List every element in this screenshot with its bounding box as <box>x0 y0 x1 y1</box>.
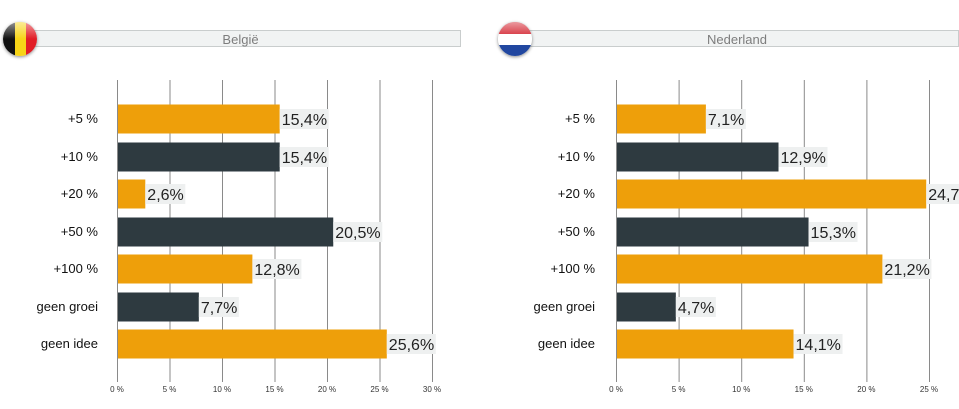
bar <box>118 104 280 134</box>
category-label: +50 % <box>558 224 596 239</box>
category-label: geen idee <box>41 336 98 351</box>
value-label-bg <box>198 297 239 317</box>
value-label: 24,7% <box>928 187 959 204</box>
value-label-bg <box>808 222 858 242</box>
category-label: +20 % <box>61 186 99 201</box>
bar <box>617 104 706 134</box>
value-label-bg <box>252 259 302 279</box>
value-label: 15,3% <box>811 225 856 242</box>
value-label: 15,4% <box>282 112 327 129</box>
x-tick-label: 25 % <box>920 385 938 394</box>
chart-title-bar: België <box>20 30 461 47</box>
bar <box>118 217 334 247</box>
bar <box>118 254 253 284</box>
netherlands-flag-icon <box>498 22 532 56</box>
value-label-bg <box>279 109 329 129</box>
x-tick-label: 10 % <box>732 385 750 394</box>
x-tick-label: 10 % <box>213 385 231 394</box>
value-label: 7,1% <box>708 112 744 129</box>
value-label-bg <box>926 184 959 204</box>
value-label: 20,5% <box>335 225 380 242</box>
value-label: 7,7% <box>201 300 237 317</box>
x-tick-label: 15 % <box>265 385 283 394</box>
x-tick-label: 5 % <box>672 385 686 394</box>
category-label: +50 % <box>61 224 99 239</box>
chart-title: België <box>222 32 259 47</box>
value-label: 21,2% <box>884 262 929 279</box>
bar <box>617 329 794 359</box>
category-label: +5 % <box>565 111 595 126</box>
value-label-bg <box>145 184 186 204</box>
value-label-bg <box>705 109 746 129</box>
value-label: 4,7% <box>678 300 714 317</box>
value-label: 25,6% <box>389 337 434 354</box>
category-label: +100 % <box>54 261 99 276</box>
value-label-bg <box>675 297 716 317</box>
category-label: +20 % <box>558 186 596 201</box>
value-label: 2,6% <box>147 187 183 204</box>
x-tick-label: 5 % <box>163 385 177 394</box>
x-tick-label: 0 % <box>110 385 124 394</box>
value-label: 14,1% <box>796 337 841 354</box>
x-tick-label: 15 % <box>795 385 813 394</box>
bar <box>617 292 676 322</box>
x-tick-label: 0 % <box>609 385 623 394</box>
value-label-bg <box>333 222 383 242</box>
x-tick-label: 20 % <box>857 385 875 394</box>
category-label: +5 % <box>68 111 98 126</box>
value-label-bg <box>386 334 436 354</box>
bar <box>118 179 146 209</box>
bar <box>617 179 927 209</box>
bar <box>617 217 809 247</box>
value-label: 15,4% <box>282 150 327 167</box>
category-label: +100 % <box>551 261 596 276</box>
bar <box>118 329 387 359</box>
bar <box>617 142 779 172</box>
value-label-bg <box>279 147 329 167</box>
bar <box>617 254 883 284</box>
category-label: +10 % <box>61 149 99 164</box>
x-tick-label: 25 % <box>370 385 388 394</box>
bar <box>118 142 280 172</box>
chart-panel-nederland: Nederland 0 % 5 % 10 % 15 % 20 % 25 % +5 % 7,1%… <box>495 0 959 409</box>
belgium-flag-icon <box>3 22 37 56</box>
bar-chart-nederland: 0 % 5 % 10 % 15 % 20 % 25 % +5 % 7,1% +10 % 12,9%… <box>534 80 959 394</box>
chart-title-bar: Nederland <box>515 30 959 47</box>
category-label: geen groei <box>534 299 596 314</box>
value-label-bg <box>778 147 828 167</box>
value-label-bg <box>793 334 843 354</box>
bar-chart-belgie: 0 % 5 % 10 % 15 % 20 % 25 % 30 % +5 % 15,4% +10 %… <box>37 80 441 394</box>
category-label: geen idee <box>538 336 595 351</box>
value-label: 12,8% <box>254 262 299 279</box>
chart-panel-belgie: België 0 % 5 % 10 % 15 % 20 % 25 % 30 % +5 % 15,… <box>0 0 470 409</box>
value-label-bg <box>882 259 932 279</box>
x-tick-label: 30 % <box>423 385 441 394</box>
chart-title: Nederland <box>707 32 767 47</box>
category-label: geen groei <box>37 299 99 314</box>
bar <box>118 292 199 322</box>
value-label: 12,9% <box>781 150 826 167</box>
x-tick-label: 20 % <box>318 385 336 394</box>
category-label: +10 % <box>558 149 596 164</box>
